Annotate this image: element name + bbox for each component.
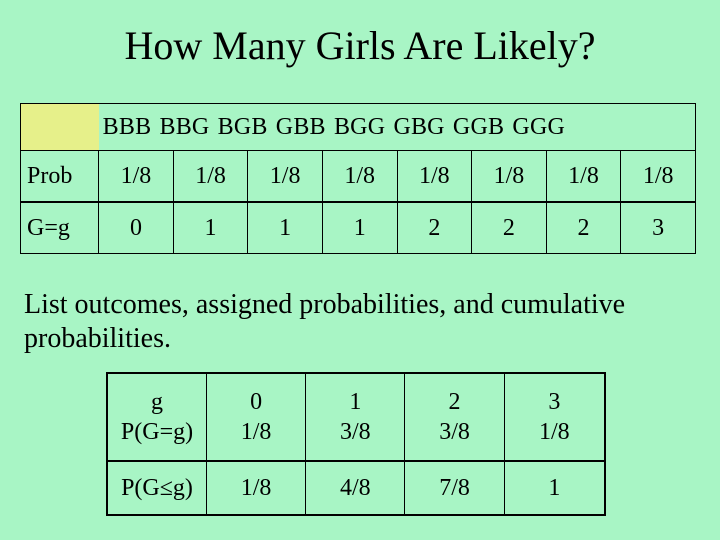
table-cell: 1 3/8 <box>305 372 406 462</box>
g-value: 0 <box>250 389 263 415</box>
outcome-label: BGG <box>333 113 386 140</box>
table-cell: 1/8 <box>98 150 174 203</box>
cdf-row: P(G≤g) 1/8 4/8 7/8 1 <box>106 460 606 516</box>
table-cell: 2 <box>396 201 473 254</box>
pmf-value: 3/8 <box>439 419 470 445</box>
pmf-row: g P(G=g) 0 1/8 1 3/8 2 3/8 3 1/8 <box>106 372 606 462</box>
outcomes-table: BBB BBG BGB GBB BGG GBG GGB GGG Prob 1/8… <box>19 103 696 254</box>
outcomes-header-row: BBB BBG BGB GBB BGG GBG GGB GGG <box>19 103 696 151</box>
pmf-label: P(G=g) <box>120 419 194 445</box>
pmf-value: 1/8 <box>240 419 272 445</box>
row-label: g P(G=g) <box>106 372 207 462</box>
row-label: G=g <box>19 201 100 254</box>
cdf-value: 7/8 <box>404 460 505 516</box>
outcome-label: BBB <box>102 113 152 140</box>
table-cell: 1 <box>172 201 249 254</box>
table-cell: 1/8 <box>247 150 323 203</box>
table-cell: 1/8 <box>471 150 547 203</box>
table-cell: 1/8 <box>321 150 398 203</box>
outcomes-header: BBB BBG BGB GBB BGG GBG GGB GGG <box>98 103 696 151</box>
table-cell: 2 <box>545 201 622 254</box>
instruction-text: List outcomes, assigned probabilities, a… <box>24 289 626 354</box>
corner-cell <box>19 103 99 151</box>
outcome-label: BBG <box>159 113 210 140</box>
outcome-label: GBG <box>393 113 445 140</box>
g-label: g <box>151 389 163 415</box>
cumulative-table: g P(G=g) 0 1/8 1 3/8 2 3/8 3 1/8 P(G≤g) … <box>106 372 606 516</box>
table-cell: 1/8 <box>545 150 622 203</box>
cdf-value: 1 <box>503 460 606 516</box>
outcome-label: GBB <box>275 113 326 140</box>
pmf-value: 3/8 <box>339 419 371 445</box>
table-cell: 1/8 <box>396 150 473 203</box>
outcome-label: BGB <box>217 113 268 140</box>
table-cell: 2 <box>471 201 547 254</box>
table-cell: 1/8 <box>620 150 696 203</box>
girls-count-row: G=g 0 1 1 1 2 2 2 3 <box>19 201 696 254</box>
cdf-value: 1/8 <box>205 460 307 516</box>
cdf-value: 4/8 <box>305 460 406 516</box>
row-label: Prob <box>19 150 100 203</box>
slide-title: How Many Girls Are Likely? <box>124 23 596 68</box>
table-cell: 2 3/8 <box>404 372 505 462</box>
g-value: 1 <box>349 389 362 415</box>
pmf-value: 1/8 <box>538 419 570 445</box>
table-cell: 1 <box>321 201 398 254</box>
table-cell: 1 <box>247 201 323 254</box>
table-cell: 1/8 <box>172 150 249 203</box>
table-cell: 0 1/8 <box>205 372 307 462</box>
g-value: 2 <box>448 389 461 415</box>
table-cell: 0 <box>98 201 174 254</box>
prob-row: Prob 1/8 1/8 1/8 1/8 1/8 1/8 1/8 1/8 <box>19 150 696 203</box>
g-value: 3 <box>548 389 561 415</box>
table-cell: 3 1/8 <box>503 372 606 462</box>
cdf-label: P(G≤g) <box>106 460 207 516</box>
outcome-label: GGG <box>512 113 566 140</box>
outcome-label: GGB <box>452 113 505 140</box>
table-cell: 3 <box>620 201 696 254</box>
